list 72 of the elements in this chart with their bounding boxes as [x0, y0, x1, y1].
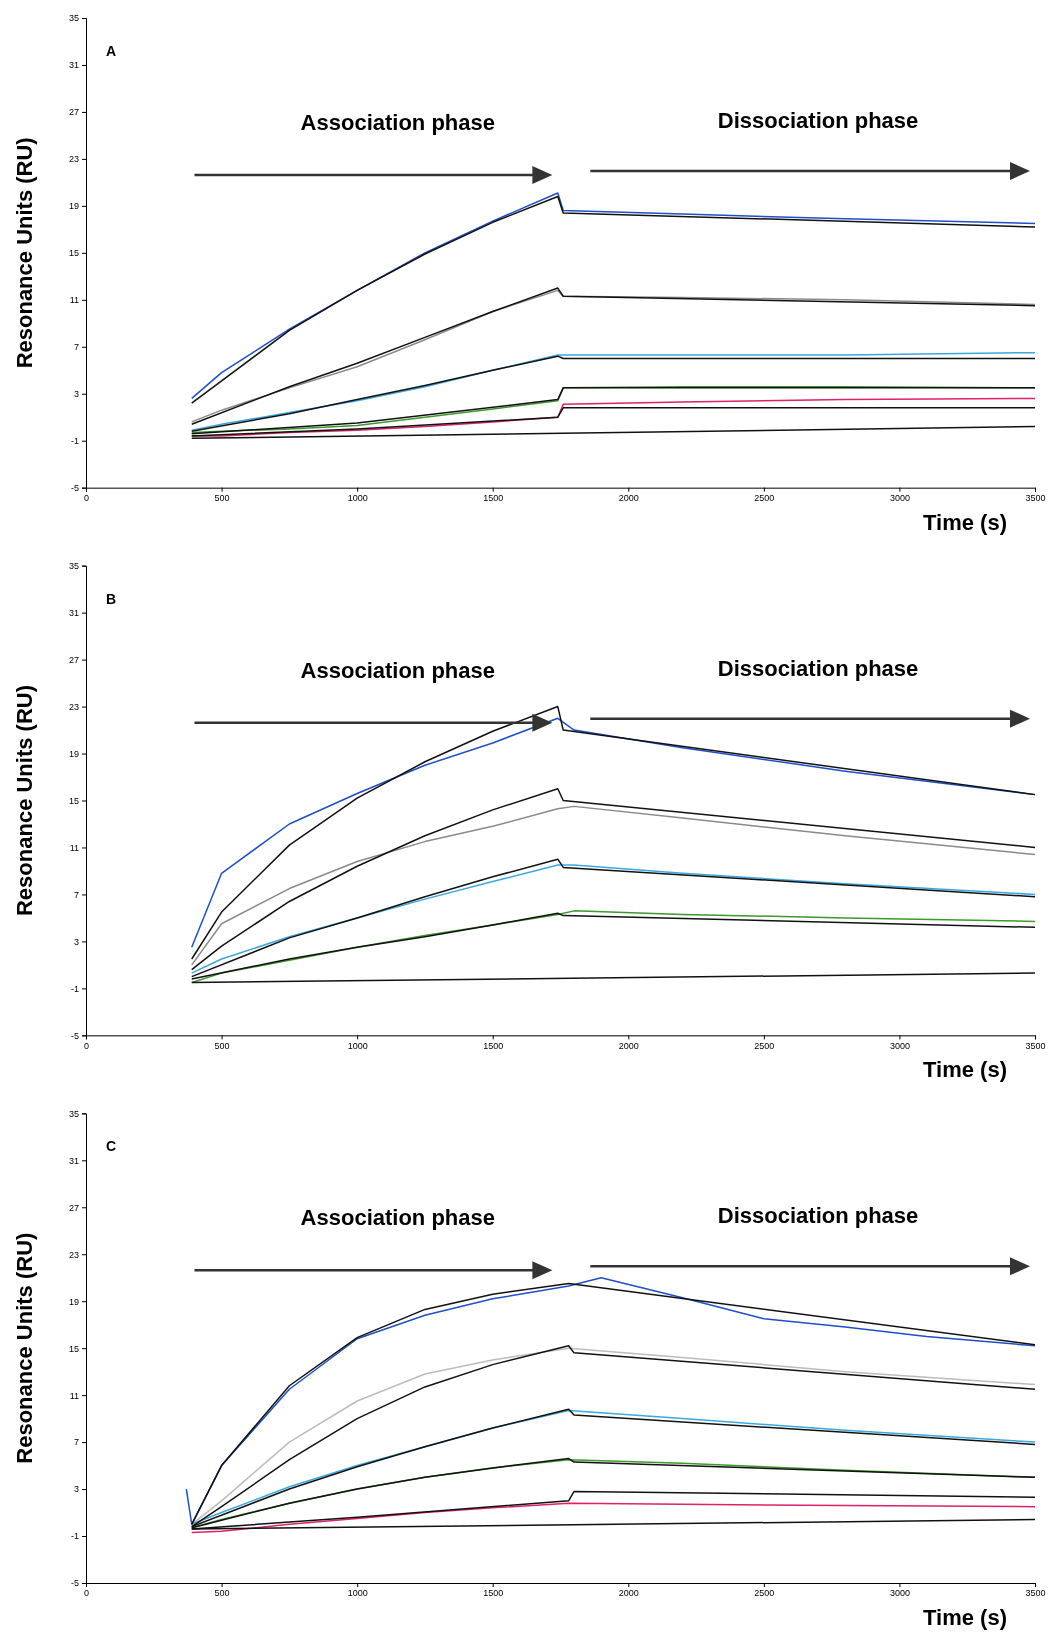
y-tick-label: -1 — [70, 983, 79, 994]
x-tick-label: 3500 — [1025, 1588, 1046, 1599]
x-tick-label: 1000 — [347, 493, 368, 504]
x-axis-title: Time (s) — [923, 509, 1007, 535]
y-axis-title: Resonance Units (RU) — [12, 137, 37, 369]
x-tick-label: 3000 — [889, 1040, 910, 1051]
y-tick-label: 31 — [68, 608, 79, 619]
x-axis-title: Time (s) — [923, 1057, 1007, 1083]
x-tick-label: 3000 — [889, 493, 910, 504]
x-tick-label: 1500 — [483, 1588, 504, 1599]
x-tick-label: 2500 — [754, 493, 775, 504]
y-tick-label: 3 — [73, 389, 79, 400]
annotation: C — [106, 1138, 117, 1155]
y-tick-label: -1 — [70, 1531, 79, 1542]
y-tick-label: 27 — [68, 654, 79, 665]
y-tick-label: -5 — [70, 483, 79, 494]
y-tick-label: 7 — [73, 1437, 79, 1448]
y-tick-label: -1 — [70, 436, 79, 447]
y-tick-label: 35 — [68, 13, 79, 24]
y-tick-label: -5 — [70, 1030, 79, 1041]
y-tick-label: 27 — [68, 107, 79, 118]
x-tick-label: 500 — [214, 1040, 230, 1051]
y-tick-label: 11 — [69, 1390, 79, 1401]
y-tick-label: 15 — [68, 795, 79, 806]
x-tick-label: 0 — [83, 493, 90, 504]
x-tick-label: 500 — [214, 1588, 230, 1599]
y-tick-label: 7 — [73, 889, 79, 900]
x-tick-label: 2000 — [618, 1040, 639, 1051]
x-tick-label: 2000 — [618, 493, 639, 504]
annotation: Dissociation phase — [717, 108, 919, 133]
x-tick-label: 3500 — [1025, 493, 1046, 504]
y-tick-label: 19 — [68, 748, 79, 759]
y-tick-label: 11 — [69, 295, 79, 306]
annotation: Association phase — [300, 657, 496, 683]
x-tick-label: 500 — [214, 493, 230, 504]
y-tick-label: 15 — [68, 1343, 79, 1354]
y-tick-label: 27 — [68, 1202, 79, 1213]
x-tick-label: 2000 — [618, 1588, 639, 1599]
annotation: Association phase — [300, 1205, 496, 1231]
annotation: B — [106, 590, 117, 607]
x-tick-label: 0 — [83, 1040, 90, 1051]
y-tick-label: 7 — [73, 342, 79, 353]
y-tick-label: 23 — [68, 154, 79, 165]
y-axis-title: Resonance Units (RU) — [12, 684, 37, 917]
x-tick-label: 1500 — [483, 493, 504, 504]
y-tick-label: 31 — [68, 60, 79, 71]
x-tick-label: 3000 — [889, 1588, 910, 1599]
annotation: Dissociation phase — [717, 655, 919, 681]
annotation: Association phase — [300, 110, 496, 135]
y-tick-label: 3 — [73, 936, 79, 947]
y-axis-title: Resonance Units (RU) — [12, 1232, 37, 1464]
annotation: Dissociation phase — [717, 1203, 919, 1229]
annotation: A — [106, 43, 117, 59]
x-tick-label: 3500 — [1025, 1040, 1046, 1051]
x-tick-label: 0 — [83, 1588, 90, 1599]
y-tick-label: 35 — [68, 561, 79, 572]
y-tick-label: 31 — [68, 1155, 79, 1166]
y-tick-label: 19 — [68, 201, 79, 212]
x-tick-label: 2500 — [754, 1588, 775, 1599]
x-tick-label: 1500 — [483, 1040, 504, 1051]
y-tick-label: 3 — [73, 1484, 79, 1495]
x-axis-title: Time (s) — [923, 1605, 1007, 1630]
y-tick-label: -5 — [70, 1578, 79, 1589]
y-tick-label: 35 — [68, 1108, 79, 1119]
x-tick-label: 1000 — [347, 1040, 368, 1051]
x-tick-label: 2500 — [754, 1040, 775, 1051]
y-tick-label: 19 — [68, 1296, 79, 1307]
y-tick-label: 23 — [68, 1249, 79, 1260]
x-tick-label: 1000 — [347, 1588, 368, 1599]
y-tick-label: 23 — [68, 701, 79, 712]
y-tick-label: 11 — [69, 842, 79, 853]
y-tick-label: 15 — [68, 248, 79, 259]
